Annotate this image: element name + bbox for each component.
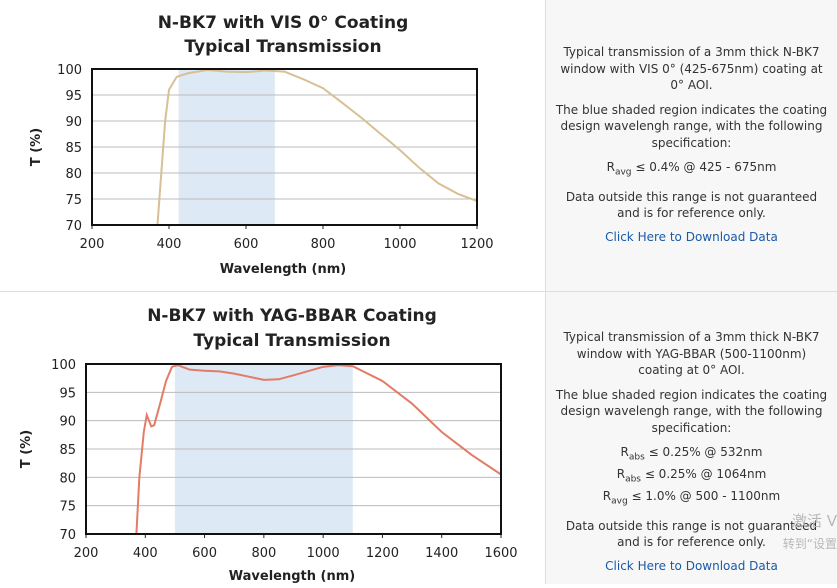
spec-subscript: avg xyxy=(611,496,628,507)
chart-title: N-BK7 with YAG-BBAR Coating xyxy=(147,306,437,326)
x-tick-label: 600 xyxy=(234,237,259,252)
y-tick-label: 85 xyxy=(59,443,76,458)
y-tick-label: 100 xyxy=(51,358,76,373)
paragraph: Typical transmission of a 3mm thick N-BK… xyxy=(563,330,820,377)
spec-symbol: R xyxy=(616,466,626,481)
x-tick-label: 1600 xyxy=(484,546,517,561)
chart-subtitle: Typical Transmission xyxy=(184,37,381,57)
spec-symbol: R xyxy=(620,445,629,459)
paragraph: The blue shaded region indicates the coa… xyxy=(555,102,828,150)
x-tick-label: 200 xyxy=(80,237,105,252)
spec-text: ≤ 0.4% @ 425 - 675nm xyxy=(635,160,777,174)
y-axis-label: T (%) xyxy=(19,430,34,468)
x-tick-label: 1400 xyxy=(425,546,458,561)
x-tick-label: 800 xyxy=(311,237,336,252)
chart-title: N-BK7 with VIS 0° Coating xyxy=(158,13,409,33)
x-tick-label: 1200 xyxy=(366,546,399,561)
plot-frame xyxy=(85,363,502,535)
spec-text: ≤ 1.0% @ 500 - 1100nm xyxy=(631,488,781,503)
spec: Ravg ≤ 1.0% @ 500 - 1100nm xyxy=(556,488,828,510)
y-tick-label: 70 xyxy=(65,219,82,234)
x-tick-label: 600 xyxy=(192,546,217,561)
x-tick-label: 200 xyxy=(74,546,99,561)
description-cell: Typical transmission of a 3mm thick N-BK… xyxy=(545,0,837,291)
chart-cell: N-BK7 with VIS 0° Coating Typical Transmi… xyxy=(0,0,545,291)
watermark: 激活 V xyxy=(791,512,837,530)
chart-subtitle: Typical Transmission xyxy=(193,331,390,351)
spec-subscript: avg xyxy=(614,167,632,178)
description: Typical transmission of a 3mm thick N-BK… xyxy=(556,0,828,245)
spec-text: ≤ 0.25% @ 1064nm xyxy=(644,466,767,481)
curve xyxy=(135,364,502,535)
paragraph: Typical transmission of a 3mm thick N-BK… xyxy=(560,45,823,92)
spec: Rabs ≤ 0.25% @ 1064nm xyxy=(556,466,828,488)
spec-symbol: R xyxy=(606,160,615,174)
chart-cell: N-BK7 with YAG-BBAR Coating Typical Trans… xyxy=(0,292,545,584)
row: N-BK7 with YAG-BBAR Coating Typical Trans… xyxy=(0,291,837,584)
spec: Ravg ≤ 0.4% @ 425 - 675nm xyxy=(556,159,828,181)
y-tick-label: 80 xyxy=(59,471,76,486)
y-tick-label: 100 xyxy=(57,63,82,78)
x-tick-label: 800 xyxy=(251,546,276,561)
y-tick-label: 75 xyxy=(59,500,76,515)
spec-list: Rabs ≤ 0.25% @ 532nm Rabs ≤ 0.25% @ 1064n… xyxy=(556,444,828,510)
plot-frame xyxy=(91,68,478,226)
spec-subscript: abs xyxy=(628,452,645,463)
paragraph: The blue shaded region indicates the coa… xyxy=(555,387,828,435)
chart: N-BK7 with VIS 0° Coating Typical Transmi… xyxy=(29,13,494,277)
x-tick-label: 1000 xyxy=(307,546,340,561)
x-tick-label: 1200 xyxy=(460,237,493,252)
paragraph: Data outside this range is not guarantee… xyxy=(565,518,818,550)
y-tick-label: 80 xyxy=(65,167,82,182)
paragraph: Data outside this range is not guarantee… xyxy=(565,189,818,221)
x-axis-label: Wavelength (nm) xyxy=(220,262,346,277)
curve xyxy=(156,69,478,226)
x-axis-label: Wavelength (nm) xyxy=(229,569,355,584)
watermark: 转到“设置 xyxy=(782,537,837,551)
chart: N-BK7 with YAG-BBAR Coating Typical Trans… xyxy=(19,306,518,584)
y-tick-label: 85 xyxy=(65,141,82,156)
row: N-BK7 with VIS 0° Coating Typical Transmi… xyxy=(0,0,837,291)
y-tick-label: 75 xyxy=(65,193,82,208)
spec: Rabs ≤ 0.25% @ 532nm xyxy=(556,444,828,466)
spec-subscript: abs xyxy=(625,474,641,485)
description: Typical transmission of a 3mm thick N-BK… xyxy=(556,292,828,574)
download-link[interactable]: Click Here to Download Data xyxy=(605,229,778,244)
y-tick-label: 95 xyxy=(59,386,76,401)
spec-text: ≤ 0.25% @ 532nm xyxy=(648,445,763,459)
y-tick-label: 90 xyxy=(59,415,76,430)
download-link[interactable]: Click Here to Download Data xyxy=(605,558,778,573)
x-tick-label: 1000 xyxy=(383,237,416,252)
x-tick-label: 400 xyxy=(133,546,158,561)
y-tick-label: 90 xyxy=(65,115,82,130)
spec-list: Ravg ≤ 0.4% @ 425 - 675nm xyxy=(556,159,828,181)
y-tick-label: 95 xyxy=(65,89,82,104)
x-tick-label: 400 xyxy=(157,237,182,252)
y-axis-label: T (%) xyxy=(29,128,44,166)
description-cell: Typical transmission of a 3mm thick N-BK… xyxy=(545,292,837,584)
y-tick-label: 70 xyxy=(59,528,76,543)
spec-symbol: R xyxy=(602,488,612,503)
